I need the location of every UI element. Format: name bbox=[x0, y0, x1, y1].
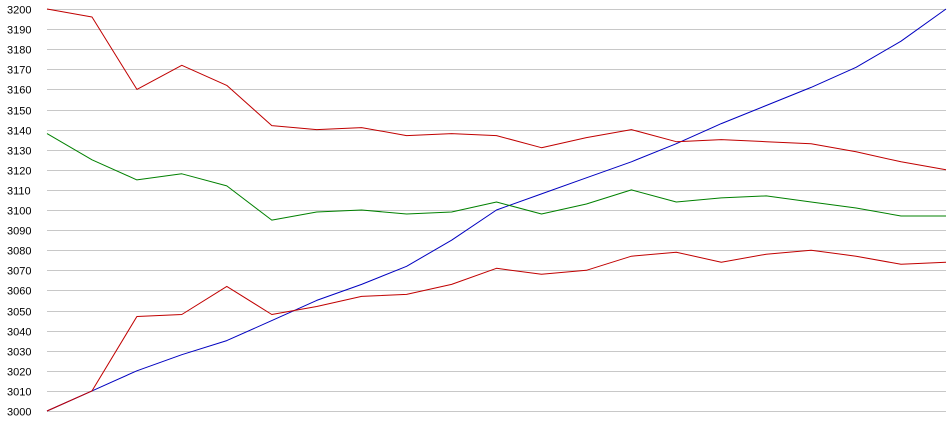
series-lines bbox=[46, 8, 947, 412]
y-tick-label: 3120 bbox=[7, 166, 31, 178]
y-tick-label: 3160 bbox=[7, 85, 31, 97]
y-tick-label: 3070 bbox=[7, 266, 31, 278]
series-line-3 bbox=[46, 133, 946, 221]
y-tick-label: 3180 bbox=[7, 45, 31, 57]
y-tick-label: 3130 bbox=[7, 146, 31, 158]
y-tick-label: 3010 bbox=[7, 387, 31, 399]
y-tick-label: 3060 bbox=[7, 286, 31, 298]
grid-lines bbox=[47, 9, 946, 412]
y-tick-label: 3090 bbox=[7, 226, 31, 238]
y-tick-label: 3040 bbox=[7, 327, 31, 339]
y-tick-label: 3200 bbox=[7, 5, 31, 17]
y-tick-label: 3170 bbox=[7, 65, 31, 77]
y-tick-label: 3020 bbox=[7, 367, 31, 379]
y-tick-label: 3000 bbox=[7, 407, 31, 419]
y-tick-label: 3140 bbox=[7, 126, 31, 138]
y-tick-label: 3110 bbox=[7, 186, 31, 198]
series-line-2 bbox=[46, 8, 947, 171]
y-tick-label: 3190 bbox=[7, 25, 31, 37]
y-tick-label: 3050 bbox=[7, 307, 31, 319]
series-line-4 bbox=[46, 249, 947, 412]
series-line-1 bbox=[46, 8, 947, 412]
y-axis-tick-labels: 3000 3010 3020 3030 3040 3050 3060 3070 3080 3090… bbox=[7, 5, 31, 419]
y-tick-label: 3100 bbox=[7, 206, 31, 218]
y-tick-label: 3080 bbox=[7, 246, 31, 258]
y-tick-label: 3030 bbox=[7, 347, 31, 359]
y-tick-label: 3150 bbox=[7, 106, 31, 118]
